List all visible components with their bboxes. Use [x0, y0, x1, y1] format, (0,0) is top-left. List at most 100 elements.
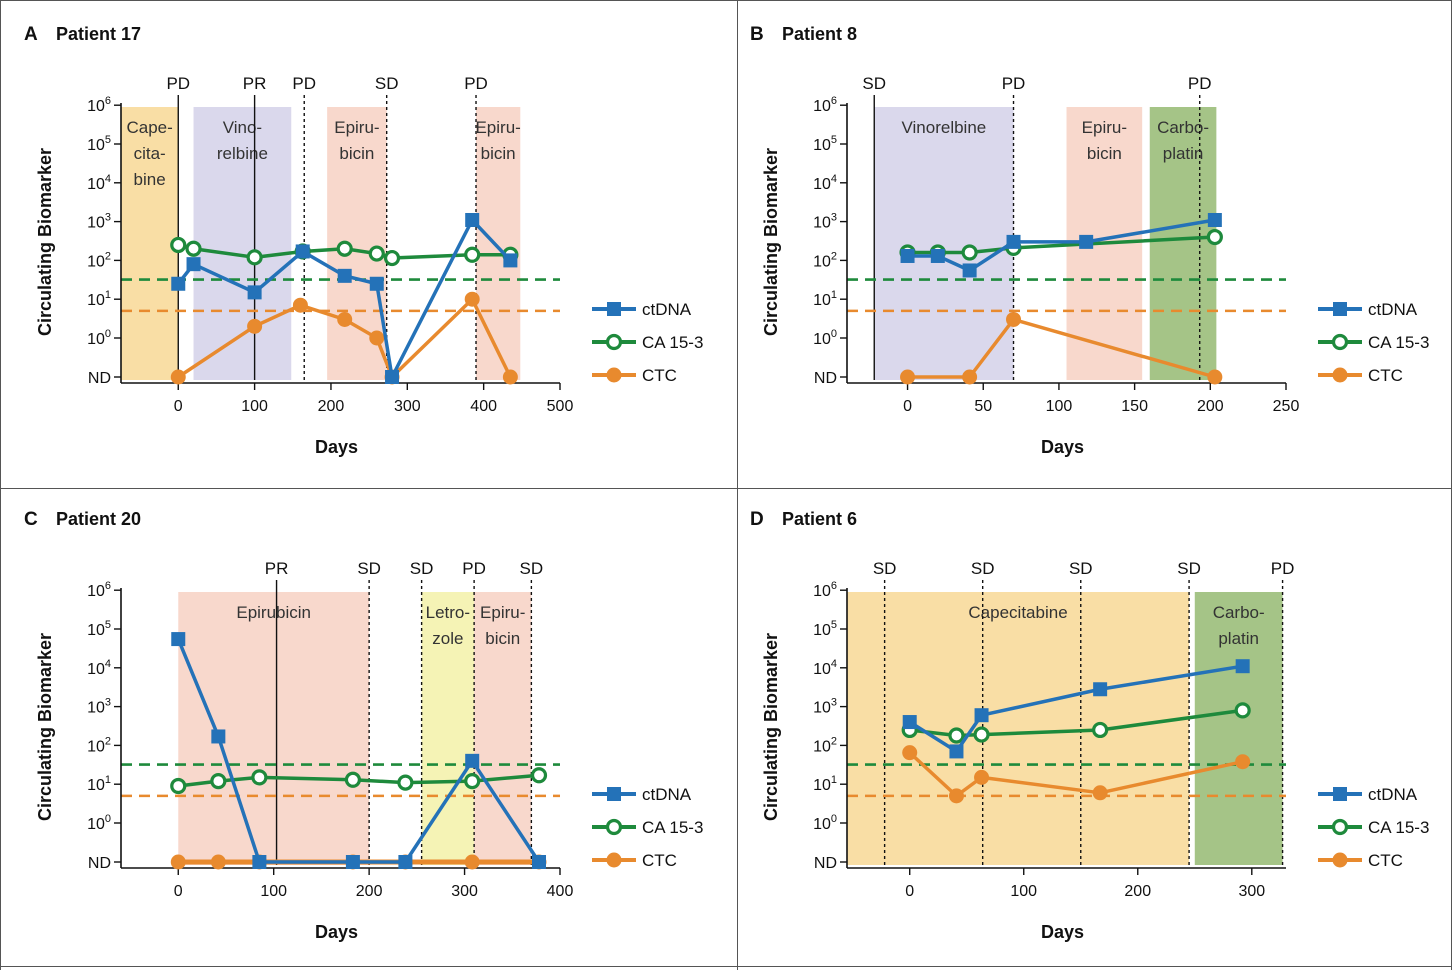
- data-point-b-ctdna-4: [1079, 234, 1094, 249]
- legend-label-b-ctdna: ctDNA: [1368, 300, 1418, 319]
- data-point-c-ctc-1: [210, 854, 226, 870]
- y-axis-label-b: Circulating Biomarker: [761, 148, 781, 336]
- data-point-a-ctc-1: [247, 318, 263, 334]
- treatment-label-a-1-0: Vino-: [223, 118, 262, 137]
- panel-c-letter: C: [24, 509, 38, 530]
- x-tick-label-a-2: 200: [318, 398, 345, 415]
- legend-marker-a-ctdna: [607, 302, 621, 316]
- data-point-a-ctc-6: [464, 291, 480, 307]
- response-label-b-1: PD: [1002, 74, 1026, 93]
- x-tick-label-b-2: 100: [1046, 398, 1073, 415]
- panel-divider-vertical: [737, 0, 738, 970]
- y-tick-label-a-5: 104: [87, 173, 111, 193]
- response-label-d-2: SD: [1069, 559, 1093, 578]
- data-point-a-ctdna-5: [369, 276, 384, 291]
- treatment-label-a-2-1: bicin: [339, 144, 374, 163]
- panel-d: D Patient 6 Capecitabine Carbo-platin SD SD SD…: [726, 485, 1452, 970]
- legend-marker-d-ca-15-3: [1331, 818, 1349, 836]
- treatment-label-d-1-1: platin: [1218, 629, 1259, 648]
- data-point-c-ctc-0: [170, 854, 186, 870]
- panel-c: C Patient 20 Epirubicin Letro-zole Epiru-bic…: [0, 485, 726, 970]
- data-point-d-ctdna-0: [902, 715, 917, 730]
- legend-label-d-ca-15-3: CA 15-3: [1368, 818, 1429, 837]
- x-tick-label-a-3: 300: [394, 398, 421, 415]
- panel-a: A Patient 17 Cape-cita-bine Vino-relbine Epi…: [0, 0, 726, 485]
- data-point-b-ctdna-1: [930, 248, 945, 263]
- y-tick-label-b-4: 103: [813, 212, 837, 232]
- data-point-c-ca-15-3-5: [464, 773, 481, 790]
- y-tick-label-b-3: 102: [813, 250, 837, 270]
- response-label-c-4: SD: [520, 559, 544, 578]
- data-point-d-ctc-4: [1235, 754, 1251, 770]
- legend-marker-a-ctc: [606, 367, 622, 383]
- x-tick-label-d-2: 200: [1124, 883, 1151, 900]
- x-tick-label-b-0: 0: [903, 398, 912, 415]
- response-label-c-2: SD: [410, 559, 434, 578]
- treatment-label-c-2-1: bicin: [485, 629, 520, 648]
- data-point-c-ctdna-4: [398, 855, 413, 869]
- data-point-d-ca-15-3-2: [973, 726, 990, 743]
- response-label-c-1: SD: [357, 559, 381, 578]
- data-point-b-ca-15-3-2: [961, 244, 978, 261]
- treatment-label-d-0-0: Capecitabine: [968, 603, 1067, 622]
- data-point-d-ctc-2: [974, 769, 990, 785]
- panel-d-letter: D: [750, 509, 764, 530]
- data-point-b-ca-15-3-4: [1206, 228, 1223, 246]
- data-point-a-ctdna-3: [295, 244, 310, 259]
- series-line-a-ctc: [177, 297, 512, 379]
- figure-border-left: [0, 0, 1, 970]
- treatment-band-c-2: [474, 592, 532, 865]
- legend-label-c-ctc: CTC: [642, 851, 677, 870]
- panel-c-title: Patient 20: [56, 509, 141, 529]
- y-tick-label-b-6: 105: [813, 134, 837, 154]
- treatment-label-b-1-0: Epiru-: [1082, 118, 1127, 137]
- x-tick-label-b-1: 50: [974, 398, 992, 415]
- response-label-d-4: PD: [1271, 559, 1295, 578]
- data-point-c-ctc-5: [464, 854, 480, 870]
- data-point-c-ctdna-5: [465, 753, 480, 768]
- treatment-band-a-3: [476, 107, 521, 380]
- y-tick-label-a-6: 105: [87, 134, 111, 154]
- x-axis-label-d: Days: [1041, 922, 1084, 942]
- x-tick-label-c-0: 0: [174, 883, 183, 900]
- treatment-band-d-0: [847, 592, 1190, 865]
- treatment-label-c-2-0: Epiru-: [480, 603, 525, 622]
- x-tick-label-b-3: 150: [1121, 398, 1148, 415]
- response-label-c-3: PD: [462, 559, 486, 578]
- data-point-a-ca-15-3-4: [336, 240, 353, 257]
- legend-label-b-ca-15-3: CA 15-3: [1368, 333, 1429, 352]
- x-tick-label-a-1: 100: [241, 398, 268, 415]
- data-point-d-ctdna-4: [1235, 659, 1250, 674]
- data-point-b-ctc-2: [1006, 311, 1022, 327]
- data-point-d-ctdna-1: [949, 744, 964, 759]
- treatment-label-a-0-0: Cape-: [126, 118, 172, 137]
- data-point-a-ctc-2: [292, 297, 308, 313]
- data-point-d-ca-15-3-4: [1234, 702, 1251, 719]
- treatment-band-a-0: [121, 107, 179, 380]
- data-point-b-ctc-3: [1207, 369, 1223, 385]
- y-tick-label-d-1: 100: [813, 813, 837, 833]
- data-point-a-ctc-3: [337, 311, 353, 327]
- data-point-d-ctdna-2: [974, 708, 989, 723]
- series-line-b-ctc: [907, 317, 1216, 379]
- response-label-a-4: PD: [464, 74, 488, 93]
- data-point-b-ctc-1: [962, 369, 978, 385]
- treatment-label-b-0-0: Vinorelbine: [901, 118, 986, 137]
- data-point-b-ctdna-2: [962, 263, 977, 278]
- x-tick-label-b-5: 250: [1273, 398, 1300, 415]
- figure-border-top: [0, 0, 1452, 1]
- legend-marker-c-ca-15-3: [605, 818, 623, 836]
- y-tick-label-a-3: 102: [87, 250, 111, 270]
- data-point-d-ctdna-3: [1093, 682, 1108, 697]
- legend-marker-b-ctdna: [1333, 302, 1347, 316]
- y-tick-label-b-1: 100: [813, 328, 837, 348]
- x-tick-label-a-4: 400: [470, 398, 497, 415]
- x-tick-label-b-4: 200: [1197, 398, 1224, 415]
- panel-b: B Patient 8 Vinorelbine Epiru-bicin Carbo-pl…: [726, 0, 1452, 485]
- treatment-label-a-0-2: bine: [134, 170, 166, 189]
- data-point-d-ctc-0: [902, 745, 918, 761]
- response-label-a-0: PD: [166, 74, 190, 93]
- response-label-c-0: PR: [265, 559, 289, 578]
- response-label-a-3: SD: [375, 74, 399, 93]
